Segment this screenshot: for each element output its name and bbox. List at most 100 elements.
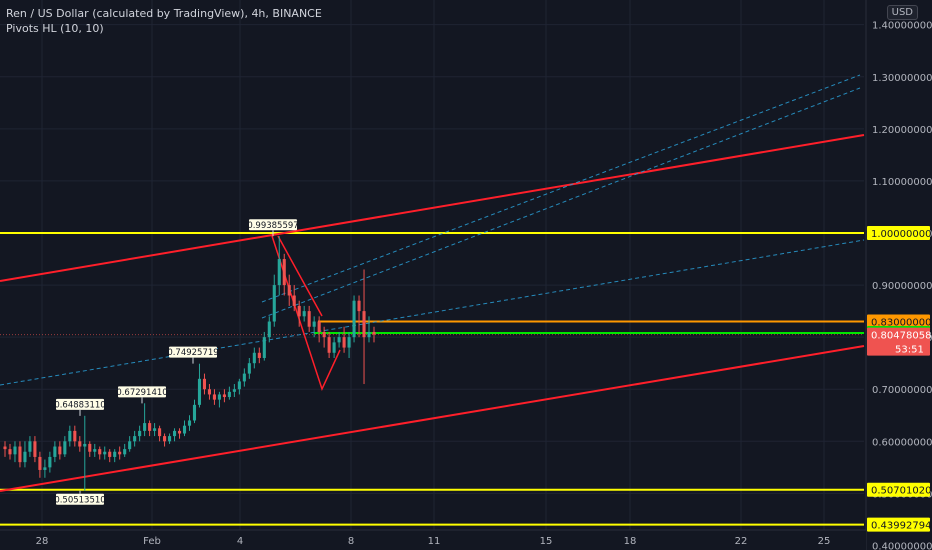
candle-body [113,451,117,457]
time-tick-label: 25 [818,536,831,547]
last-price-tag [867,327,930,356]
price-level-tag-label: 0.43992794 [871,521,931,532]
time-tick-label: 15 [540,536,553,547]
price-level-tag [867,482,930,497]
candle-body [302,311,306,317]
candle-body [33,441,37,457]
candle-body [58,446,62,455]
time-tick-label: 4 [237,536,243,547]
pivot-label-box [118,386,166,398]
candles [3,236,376,491]
candle-body [88,443,92,452]
candle-body [282,259,286,286]
candle-body [372,331,376,335]
price-tick-label: 1.40000000 [872,21,932,32]
candle-body [332,342,336,353]
trend-line [0,134,865,282]
trend-lines [0,74,865,492]
horizontal-levels [0,231,864,526]
candle-body [138,430,142,437]
candle-body [43,467,47,470]
candle-body [317,321,321,332]
candle-body [38,456,42,470]
candle-body [18,446,22,463]
price-tick-label: 0.60000000 [872,437,932,448]
candle-body [108,451,112,457]
time-axis[interactable]: 28 Feb 4 8 11 15 18 22 25 [0,529,866,550]
candle-body [312,321,316,327]
candle-body [277,259,281,286]
candle-body [182,425,187,434]
candle-body [177,430,182,434]
candle-body [192,404,197,421]
price-level-tag [867,225,930,240]
pivot-label-box [56,398,104,410]
candle-body [148,423,152,431]
trend-line [261,74,861,303]
time-tick-label: 8 [348,536,354,547]
candle-body [237,381,241,390]
candle-body [232,389,236,392]
candle-body [252,352,256,364]
candle-body [78,441,82,447]
price-tick-label: 1.30000000 [872,73,932,84]
pivot-label-box [169,346,217,358]
candle-body [133,436,137,442]
candle-body [63,441,67,455]
pivot-label: 0.99385597 [247,221,298,231]
candle-body [337,337,341,343]
price-axis[interactable]: 1.40000000 1.30000000 1.20000000 1.10000000… [865,0,932,550]
chart-legend: Ren / US Dollar (calculated by TradingVi… [6,6,322,36]
time-tick-label: 11 [428,536,441,547]
indicator-label[interactable]: Pivots HL (10, 10) [6,22,104,35]
candle-body [53,446,57,457]
pivot-labels: 0.64883110 0.50513510 0.67291410 0.74925719… [54,219,299,505]
time-tick-label: Feb [143,536,161,547]
candle-body [202,378,207,390]
candle-body [23,451,27,463]
red-wedge-line [277,235,323,317]
candle-body [352,300,356,338]
candle-body [187,420,192,426]
price-tick-label: 1.10000000 [872,177,932,188]
currency-button[interactable]: USD [886,5,918,20]
candle-body [287,285,291,296]
price-level-tag-label: 1.00000000 [871,229,931,240]
candle-body [128,441,132,450]
candle-body [153,428,157,431]
candle-body [212,394,216,400]
candle-body [123,449,127,455]
candle-body [322,331,326,338]
time-tick-label: 18 [624,536,637,547]
candle-body [297,305,301,317]
pivot-label: 0.50513510 [54,495,105,505]
candle-body [118,451,122,455]
pivot-label: 0.67291410 [116,388,167,398]
price-level-tag [867,314,930,329]
candle-body [247,363,251,374]
trend-line [261,87,861,319]
candle-body [172,430,177,437]
candle-body [163,436,167,442]
last-price-label: 0.80478058 [871,331,931,342]
candle-body [242,373,246,382]
pivot-label-box [249,219,297,231]
trend-line [0,239,865,386]
price-tick-label: 1.20000000 [872,125,932,136]
candle-body [83,443,87,447]
trend-line [0,345,865,492]
price-tick-label: 0.90000000 [872,281,932,292]
time-axis-background [0,530,866,550]
candle-body [347,337,351,348]
pivot-label-box [56,493,104,505]
candle-body [8,449,12,455]
price-tick-label: 0.70000000 [872,385,932,396]
candle-body [367,331,371,338]
candle-body [93,449,97,452]
candle-body [292,295,296,306]
symbol-title[interactable]: Ren / US Dollar (calculated by TradingVi… [6,7,322,20]
price-tick-label: 0.40000000 [872,541,932,550]
candle-body [143,423,147,431]
